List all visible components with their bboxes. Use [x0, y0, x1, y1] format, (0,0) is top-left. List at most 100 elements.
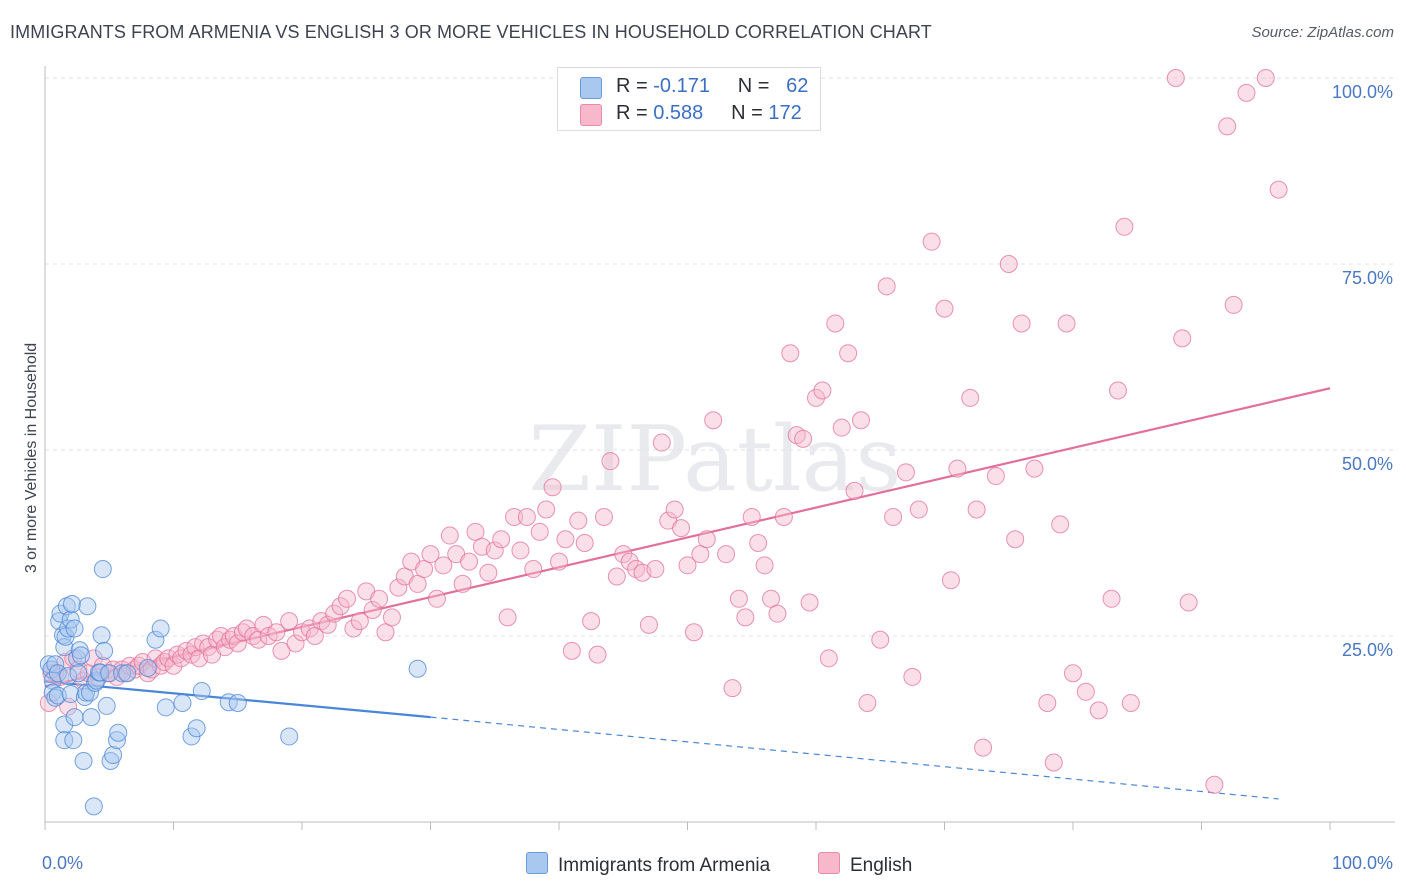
english-point	[228, 634, 247, 653]
watermark: ZIPatlas	[528, 407, 901, 512]
english-point	[999, 255, 1018, 273]
english-point	[967, 500, 986, 519]
english-point	[672, 519, 691, 538]
english-point	[511, 541, 530, 560]
english-point	[986, 467, 1005, 486]
armenia-point	[118, 664, 137, 683]
english-point	[762, 589, 781, 608]
armenia-point	[408, 659, 427, 678]
english-point	[665, 500, 684, 519]
english-point	[1064, 664, 1082, 683]
english-point	[453, 574, 472, 593]
english-point	[851, 411, 870, 430]
english-point	[768, 604, 787, 623]
english-point	[517, 507, 536, 526]
armenia-point	[71, 646, 90, 665]
english-point	[325, 604, 344, 623]
english-point	[498, 608, 517, 627]
english-point	[427, 589, 446, 608]
y-tick-label: 50.0%	[1342, 454, 1393, 474]
english-point	[1038, 693, 1057, 712]
armenia-point	[156, 698, 175, 717]
armenia-point	[82, 708, 101, 727]
english-point	[1166, 69, 1185, 87]
armenia-point	[51, 604, 70, 623]
english-point	[524, 560, 543, 579]
english-point	[505, 507, 524, 526]
armenia-point	[61, 685, 80, 704]
english-point	[237, 619, 256, 638]
english-point	[582, 612, 601, 631]
english-point	[607, 567, 626, 586]
english-point	[736, 608, 755, 627]
armenia-point	[77, 683, 96, 702]
armenia-point	[61, 610, 80, 629]
english-point	[652, 433, 671, 452]
y-axis-label: 3 or more Vehicles in Household	[23, 343, 40, 573]
armenia-point	[107, 731, 126, 750]
english-point	[903, 667, 922, 686]
english-point	[272, 641, 291, 660]
english-point	[344, 619, 363, 638]
english-point	[1089, 701, 1108, 720]
english-point	[594, 507, 613, 526]
english-point	[1237, 83, 1256, 102]
english-point	[974, 738, 993, 757]
english-point	[858, 693, 877, 712]
english-point	[614, 545, 633, 564]
english-point	[1044, 753, 1063, 772]
x-tick-label: 100.0%	[1332, 853, 1393, 873]
english-point	[562, 641, 581, 660]
english-point	[755, 556, 774, 575]
armenia-point	[91, 663, 110, 682]
english-point	[550, 552, 568, 571]
english-point	[781, 344, 800, 363]
english-point	[896, 463, 915, 482]
armenia-point	[92, 626, 111, 645]
armenia-point	[84, 797, 103, 816]
english-point	[935, 299, 954, 318]
english-point	[794, 429, 813, 448]
armenia-point	[80, 683, 99, 702]
english-trend-line	[44, 387, 1331, 688]
english-point	[492, 530, 511, 549]
english-point	[620, 552, 639, 571]
armenia-point	[138, 658, 157, 677]
chart-title: IMMIGRANTS FROM ARMENIA VS ENGLISH 3 OR …	[10, 22, 932, 42]
english-point	[845, 481, 864, 500]
armenia-point	[43, 683, 62, 702]
bottom-legend-label-english: English	[850, 855, 913, 876]
english-point	[1205, 775, 1224, 794]
english-point	[1179, 593, 1198, 612]
y-tick-label: 100.0%	[1332, 82, 1393, 102]
data-points	[39, 69, 1288, 816]
english-point	[1025, 459, 1044, 478]
english-point	[485, 541, 504, 560]
armenia-point	[65, 619, 84, 638]
armenia-point	[228, 693, 247, 712]
armenia-point	[48, 686, 67, 705]
armenia-point	[48, 664, 67, 683]
r-label: R =	[616, 102, 648, 124]
english-point	[466, 522, 485, 541]
bottom-legend-armenia: Immigrants from Armenia	[526, 852, 770, 877]
english-point	[729, 589, 748, 608]
english-point	[460, 552, 479, 571]
armenia-point	[104, 746, 123, 765]
y-tick-label: 25.0%	[1342, 640, 1393, 660]
bottom-legend-swatch-armenia	[526, 852, 548, 874]
armenia-point	[62, 595, 81, 614]
english-point	[1115, 217, 1134, 236]
english-point	[1076, 682, 1095, 701]
armenia-point	[97, 696, 116, 715]
bottom-legend-label-armenia: Immigrants from Armenia	[558, 855, 771, 876]
n-label: N =	[731, 102, 763, 124]
english-point	[434, 556, 453, 575]
english-point	[537, 500, 556, 519]
english-point	[717, 545, 736, 564]
english-point	[877, 277, 896, 296]
armenia-point	[64, 731, 83, 750]
english-point	[408, 574, 427, 593]
r-value: -0.171	[653, 75, 710, 97]
